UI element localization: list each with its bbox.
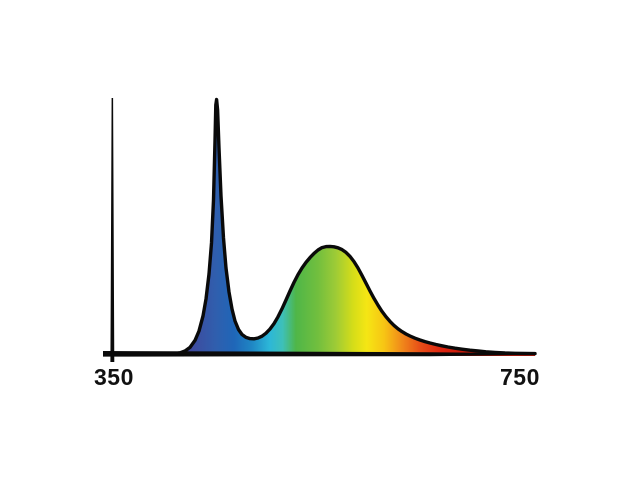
y-axis-line [110,98,115,362]
x-axis-origin-tick [103,351,112,357]
x-axis-min-tick-label: 350 [94,364,134,390]
spectrum-fill-area [175,99,535,356]
x-axis-line [103,351,535,357]
x-axis-max-tick-label: 750 [500,364,540,390]
spectrum-outline [173,97,537,356]
